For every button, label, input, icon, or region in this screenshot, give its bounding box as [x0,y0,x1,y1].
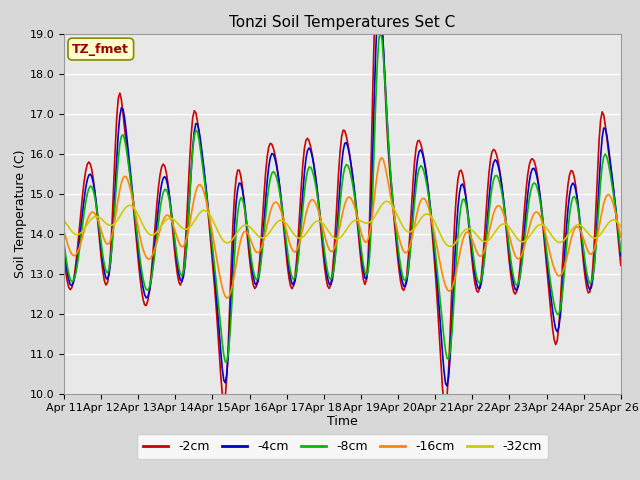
Legend: -2cm, -4cm, -8cm, -16cm, -32cm: -2cm, -4cm, -8cm, -16cm, -32cm [137,434,548,459]
Text: TZ_fmet: TZ_fmet [72,43,129,56]
Title: Tonzi Soil Temperatures Set C: Tonzi Soil Temperatures Set C [229,15,456,30]
X-axis label: Time: Time [327,415,358,428]
Y-axis label: Soil Temperature (C): Soil Temperature (C) [13,149,27,278]
